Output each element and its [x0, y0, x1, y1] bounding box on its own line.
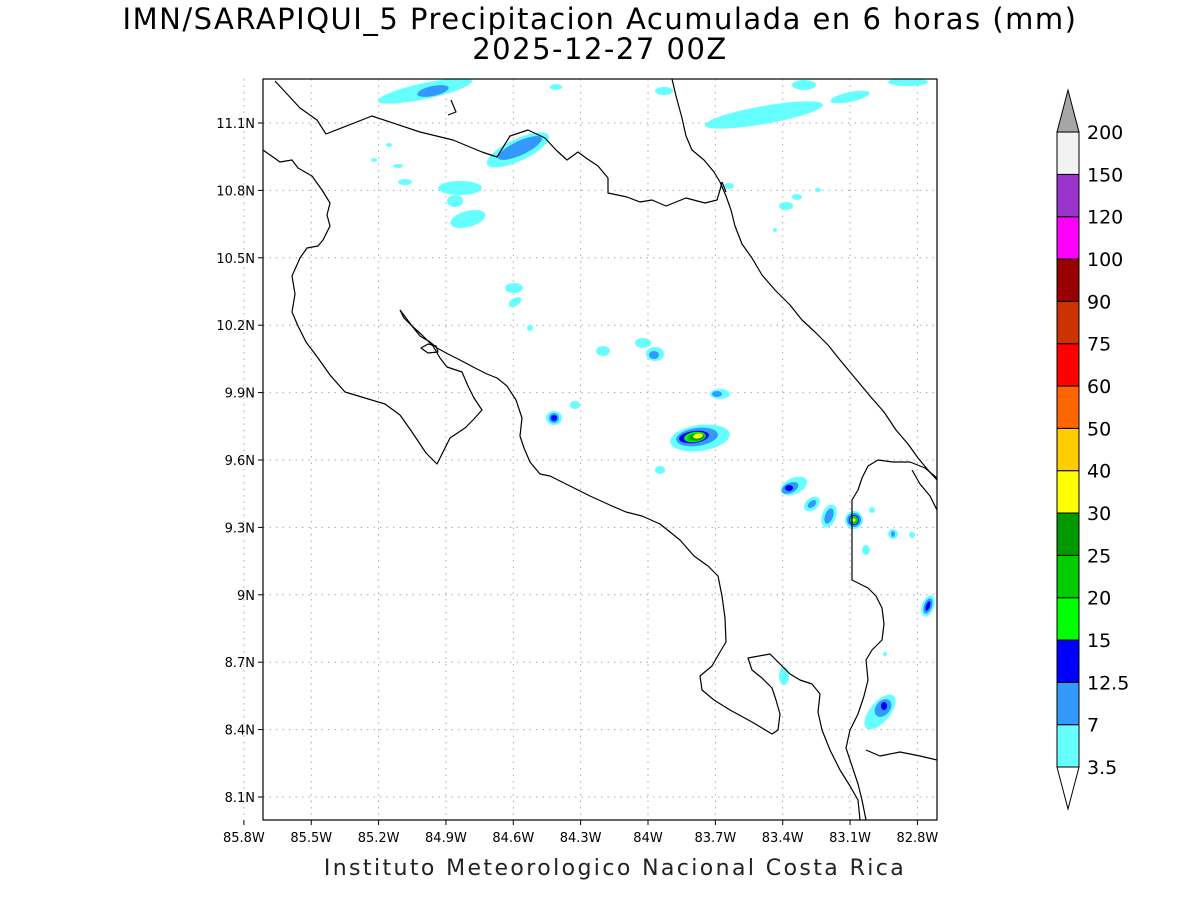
lat-tick-label: 9.6N [225, 454, 255, 469]
colorbar: 3.5 7 12.5 15 20 25 30 40 50 60 75 90 100 120 150 200 [1056, 88, 1129, 811]
lat-tick-label: 11.1N [216, 117, 255, 132]
lon-tick-label: 83.4W [762, 831, 804, 846]
colorbar-label: 30 [1087, 503, 1111, 525]
colorbar-below-triangle [1056, 766, 1080, 811]
colorbar-label: 100 [1087, 249, 1123, 271]
lon-tick-label: 83.1W [829, 831, 871, 846]
colorbar-segment [1056, 343, 1080, 387]
lake-nicaragua-shore [447, 99, 457, 116]
longitude-axis: 85.8W 85.5W 85.2W 84.9W 84.6W 84.3W 84W 83.7W 83… [223, 820, 938, 846]
panama-bocas-coast [911, 469, 937, 511]
colorbar-segment [1056, 258, 1080, 302]
precip-level-30 [693, 433, 856, 522]
lon-tick-label: 84.9W [425, 831, 467, 846]
colorbar-segment [1056, 131, 1080, 175]
colorbar-label: 50 [1087, 418, 1111, 440]
colorbar-segment [1056, 512, 1080, 556]
nicoya-gulf-coast [399, 309, 861, 820]
colorbar-label: 200 [1087, 122, 1123, 144]
chira-island [420, 343, 439, 354]
lat-tick-label: 10.5N [216, 252, 255, 267]
colorbar-segment [1056, 724, 1080, 768]
map-gridlines [243, 79, 937, 820]
colorbar-segment [1056, 554, 1080, 599]
lon-tick-label: 85.5W [290, 831, 332, 846]
chart-title: IMN/SARAPIQUI_5 Precipitacion Acumulada … [122, 2, 1078, 36]
colorbar-segment [1056, 681, 1080, 726]
colorbar-label: 40 [1087, 461, 1111, 483]
lat-tick-label: 10.2N [216, 319, 255, 334]
colorbar-above-triangle [1056, 88, 1080, 133]
colorbar-label: 15 [1087, 630, 1111, 652]
colorbar-segment [1056, 173, 1080, 218]
colorbar-label: 3.5 [1087, 757, 1117, 779]
colorbar-label: 150 [1087, 164, 1123, 186]
colorbar-segment [1056, 470, 1080, 514]
colorbar-segment [1056, 597, 1080, 641]
panama-pacific-coast [865, 749, 937, 761]
colorbar-segment [1056, 385, 1080, 429]
lat-tick-label: 8.4N [225, 724, 255, 739]
coastlines-and-borders [263, 79, 937, 820]
colorbar-label: 120 [1087, 207, 1123, 229]
lon-tick-label: 85.8W [223, 831, 265, 846]
lat-tick-label: 10.8N [216, 184, 255, 199]
colorbar-segment [1056, 639, 1080, 683]
latitude-axis: 11.1N 10.8N 10.5N 10.2N 9.9N 9.6N 9.3N 9N 8.7N 8.… [216, 117, 263, 806]
lon-tick-label: 85.2W [358, 831, 400, 846]
colorbar-label: 75 [1087, 334, 1111, 356]
colorbar-segment [1056, 427, 1080, 472]
lat-tick-label: 8.7N [225, 656, 255, 671]
map-frame [262, 78, 938, 821]
colorbar-label: 60 [1087, 376, 1111, 398]
caribbean-coast [719, 181, 937, 481]
small-island-caribbean [721, 181, 727, 193]
map-plot-area [263, 79, 937, 820]
lake-arenal-coast-caribbean-north [671, 79, 721, 183]
costa-rica-panama-border [845, 459, 937, 820]
lon-tick-label: 82.8W [896, 831, 938, 846]
lat-tick-label: 9N [237, 589, 255, 604]
pacific-coast-north [263, 149, 483, 465]
colorbar-segment [1056, 300, 1080, 345]
colorbar-segment [1056, 216, 1080, 260]
colorbar-label: 90 [1087, 291, 1111, 313]
lon-tick-label: 84W [633, 831, 663, 846]
precipitation-shading [371, 79, 935, 730]
chart-subtitle-datetime: 2025-12-27 00Z [472, 32, 728, 66]
nicaragua-costa-rica-border [274, 80, 723, 207]
lat-tick-label: 8.1N [225, 791, 255, 806]
lat-tick-label: 9.9N [225, 387, 255, 402]
footer-credit: Instituto Meteorologico Nacional Costa R… [323, 856, 907, 881]
lon-tick-label: 84.3W [560, 831, 602, 846]
lon-tick-label: 83.7W [694, 831, 736, 846]
colorbar-label: 7 [1087, 715, 1099, 737]
colorbar-label: 20 [1087, 588, 1111, 610]
lon-tick-label: 84.6W [492, 831, 534, 846]
lat-tick-label: 9.3N [225, 521, 255, 536]
colorbar-label: 12.5 [1087, 672, 1129, 694]
colorbar-label: 25 [1087, 545, 1111, 567]
